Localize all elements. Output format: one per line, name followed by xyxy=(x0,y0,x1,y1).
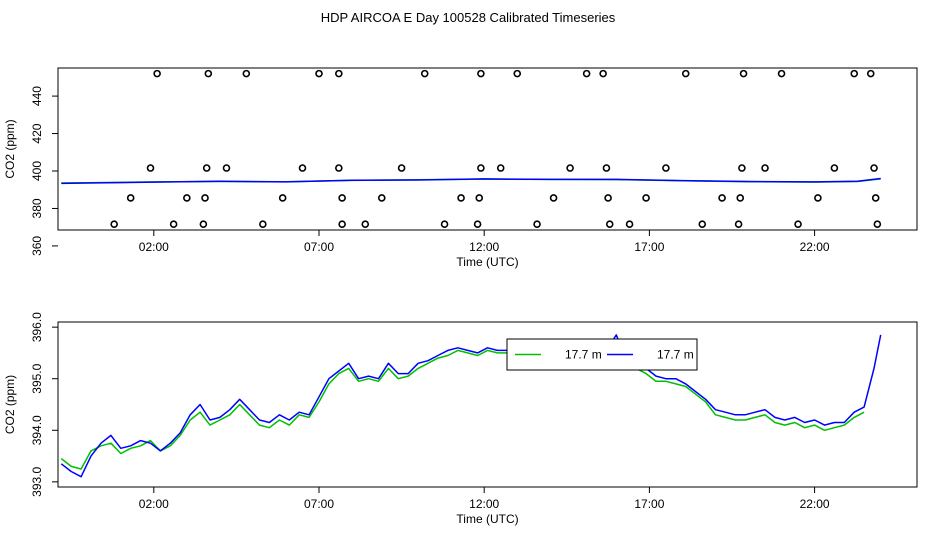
data-point xyxy=(397,164,406,172)
data-point xyxy=(566,164,574,172)
x-axis-label: Time (UTC) xyxy=(456,255,518,269)
data-point xyxy=(110,220,118,228)
data-point xyxy=(549,194,558,202)
data-point xyxy=(761,164,769,172)
series-line-2 xyxy=(61,177,881,185)
series-line-2 xyxy=(60,334,882,478)
data-point xyxy=(475,194,484,202)
data-point xyxy=(126,194,135,202)
data-point xyxy=(335,69,343,78)
bottom-panel: 02:00 07:00 12:00 17:00 22:00 393.0 394.0 395.0… xyxy=(3,312,918,526)
y-tick-label: 400 xyxy=(30,161,44,181)
data-point xyxy=(338,194,346,202)
data-point xyxy=(681,69,690,78)
data-point xyxy=(338,220,346,228)
data-point xyxy=(866,69,875,78)
y-tick-label: 440 xyxy=(30,86,44,106)
data-point xyxy=(242,69,251,78)
data-point xyxy=(335,164,343,172)
plot-frame xyxy=(57,321,918,488)
data-point xyxy=(201,194,209,202)
data-point xyxy=(625,220,634,228)
data-point xyxy=(777,69,786,78)
x-tick-label: 07:00 xyxy=(304,497,334,511)
data-point xyxy=(183,194,191,202)
data-point xyxy=(169,220,178,228)
data-point xyxy=(377,194,386,202)
data-point xyxy=(605,220,614,228)
data-point xyxy=(222,164,231,172)
plot-frame xyxy=(57,67,918,231)
data-point xyxy=(738,164,746,172)
legend: 17.7 m 17.7 m xyxy=(506,338,698,371)
data-point xyxy=(718,194,726,202)
data-point xyxy=(533,220,541,228)
data-point xyxy=(734,220,743,228)
x-tick-label: 12:00 xyxy=(469,497,499,511)
data-point xyxy=(582,69,591,78)
data-point xyxy=(794,220,802,228)
data-point xyxy=(146,164,155,172)
plot-area xyxy=(60,334,882,478)
top-panel: 02:00 07:00 12:00 17:00 22:00 360 380 400 420 440… xyxy=(3,67,918,269)
data-point xyxy=(830,164,839,172)
y-tick-label: 396.0 xyxy=(30,312,44,342)
data-point xyxy=(602,164,611,172)
data-point xyxy=(870,164,878,172)
data-point xyxy=(202,164,211,172)
y-axis-label: CO2 (ppm) xyxy=(3,375,17,434)
data-point xyxy=(361,220,370,228)
data-point xyxy=(473,220,482,228)
data-point xyxy=(477,164,485,172)
data-point xyxy=(440,220,449,228)
data-point xyxy=(739,69,748,78)
x-tick-label: 22:00 xyxy=(800,497,830,511)
data-point xyxy=(873,220,882,228)
legend-label: 17.7 m xyxy=(565,348,602,362)
y-tick-label: 360 xyxy=(30,236,44,256)
data-point xyxy=(259,220,267,228)
data-point xyxy=(315,69,323,78)
data-point xyxy=(457,194,465,202)
data-point xyxy=(420,69,429,78)
y-axis-label: CO2 (ppm) xyxy=(3,119,17,178)
x-tick-label: 02:00 xyxy=(139,240,169,254)
data-point xyxy=(199,220,208,228)
x-tick-label: 17:00 xyxy=(634,497,664,511)
x-tick-label: 12:00 xyxy=(469,240,499,254)
data-point xyxy=(698,220,707,228)
data-point xyxy=(496,164,505,172)
y-tick-label: 395.0 xyxy=(30,363,44,393)
data-point xyxy=(513,69,522,78)
data-point xyxy=(850,69,859,78)
data-point xyxy=(871,194,880,202)
x-tick-label: 02:00 xyxy=(139,497,169,511)
x-tick-label: 22:00 xyxy=(800,240,830,254)
data-point xyxy=(477,69,485,78)
legend-label: 17.7 m xyxy=(657,348,694,362)
data-point xyxy=(814,194,822,202)
y-tick-label: 393.0 xyxy=(30,467,44,497)
data-point xyxy=(604,194,612,202)
x-tick-label: 17:00 xyxy=(634,240,664,254)
plot-area xyxy=(61,69,882,228)
series-line-1 xyxy=(60,349,865,470)
data-point xyxy=(642,194,650,202)
data-point xyxy=(736,194,745,202)
y-tick-label: 394.0 xyxy=(30,415,44,445)
x-axis-label: Time (UTC) xyxy=(456,512,518,526)
data-point xyxy=(599,69,607,78)
data-point xyxy=(204,69,213,78)
data-point xyxy=(153,69,161,78)
x-tick-label: 07:00 xyxy=(304,240,334,254)
data-point xyxy=(298,164,307,172)
y-tick-label: 420 xyxy=(30,123,44,143)
figure-title: HDP AIRCOA E Day 100528 Calibrated Times… xyxy=(321,10,616,25)
data-point xyxy=(278,194,287,202)
y-tick-label: 380 xyxy=(30,198,44,218)
data-point xyxy=(662,164,670,172)
